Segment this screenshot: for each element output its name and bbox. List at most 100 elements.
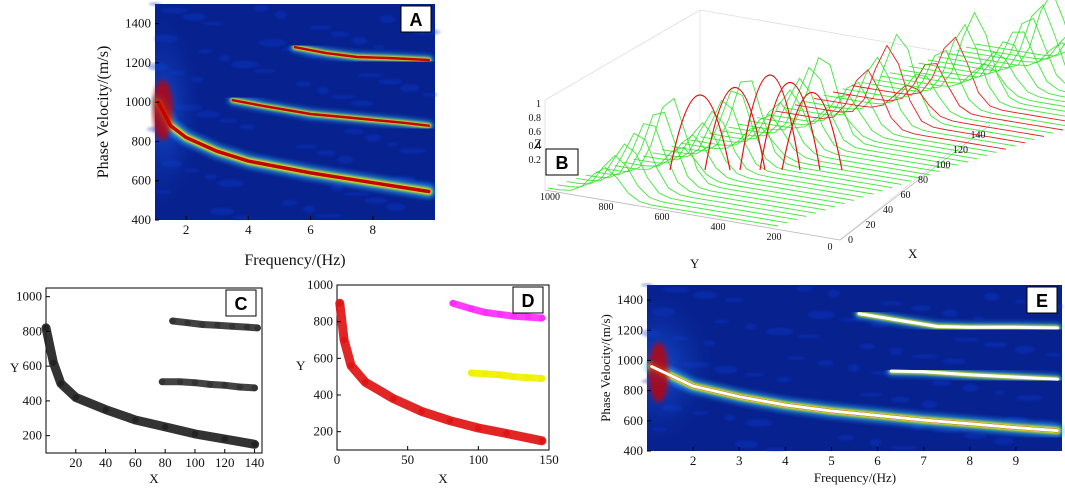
panel-b: 0.2 0.4 0.6 0.8 1 1000 800 600 400 200 0 0 20 40 60 8… (529, 0, 1065, 271)
heatmap-texture (817, 360, 834, 367)
x-tick-label: 4 (782, 453, 789, 468)
x-tick-label: 0 (334, 452, 341, 467)
data-point (191, 379, 199, 386)
heatmap-texture (879, 301, 904, 306)
data-point (446, 417, 454, 424)
heatmap-texture (890, 396, 911, 403)
data-point (221, 435, 228, 443)
surface-peak (759, 82, 821, 171)
data-point (50, 359, 57, 366)
heatmap-texture (258, 38, 287, 47)
data-point (390, 395, 397, 402)
surface-line (690, 114, 921, 179)
panel-e-y-ticks: 400 600 800 1000 1200 1400 (617, 292, 651, 458)
y-tick-label: 1000 (125, 94, 151, 109)
data-point (251, 384, 258, 392)
y-tick-label: 800 (23, 323, 43, 338)
y-tick-label: 600 (314, 350, 334, 365)
picked-curve (857, 312, 1059, 330)
data-point (206, 381, 214, 388)
heatmap-texture (364, 197, 389, 204)
surface-line (604, 97, 836, 208)
data-point (199, 321, 206, 328)
panel-c: 20 40 60 80 100 120 140 200 400 600 800 1000 X Y C (10, 287, 264, 486)
panel-c-label: C (235, 294, 248, 314)
data-point (169, 317, 176, 325)
heatmap-texture (378, 78, 403, 85)
data-point (510, 312, 517, 320)
x-tick-label: 120 (953, 145, 968, 156)
surface-line (908, 31, 1065, 93)
panel-c-x-ticks: 20 40 60 80 100 120 140 (69, 449, 264, 470)
panel-a-ridges (146, 2, 441, 220)
x-tick-label: 60 (129, 455, 142, 470)
panel-d-x-ticks: 0 50 100 150 (334, 446, 559, 467)
panel-c-points (41, 317, 261, 449)
panel-e-label: E (1036, 291, 1048, 311)
panel-d-label: D (522, 291, 535, 311)
surface-line (576, 132, 807, 217)
heatmap-texture (859, 392, 884, 397)
z-tick-label: 0.2 (529, 155, 542, 166)
x-tick-label: 4 (245, 222, 252, 237)
panel-d-points (335, 298, 547, 446)
heatmap-texture (379, 15, 396, 24)
surface-line (709, 89, 940, 173)
ridge-line (156, 100, 431, 194)
heatmap-texture (303, 205, 315, 214)
data-point (243, 323, 251, 331)
panel-label-box (512, 286, 544, 314)
data-point (132, 416, 139, 424)
z-tick-label: 1 (536, 99, 541, 110)
heatmap-texture (765, 327, 794, 336)
x-tick-label: 7 (920, 453, 927, 468)
heatmap-texture (983, 341, 1008, 348)
picked-curve (889, 369, 1059, 381)
heatmap-texture (952, 337, 981, 342)
y-tick-label: 400 (624, 443, 644, 458)
heatmap-texture (317, 86, 329, 95)
y-tick-label: 1400 (125, 16, 151, 31)
data-point (510, 373, 517, 380)
surface-line (718, 77, 950, 169)
x-tick-label: 2 (690, 453, 697, 468)
ridge-line (231, 98, 431, 127)
data-point (482, 370, 489, 378)
surface-line (775, 68, 1007, 150)
y-tick-label: 600 (655, 212, 670, 223)
y-tick-label: 1000 (307, 277, 333, 292)
heatmap-texture (941, 309, 958, 318)
data-point (336, 300, 344, 307)
heatmap-texture (931, 429, 960, 434)
heatmap-texture (807, 310, 836, 319)
heatmap-texture (342, 192, 371, 197)
y-tick-label: 200 (23, 428, 43, 443)
panel-e-x-label: Frequency/(Hz) (814, 470, 896, 485)
x-tick-label: 8 (370, 222, 377, 237)
heatmap-texture (869, 321, 890, 328)
heatmap-texture (252, 68, 277, 73)
y-tick-label: 800 (599, 202, 614, 213)
data-point (503, 430, 510, 437)
panel-a: 2 4 6 8 400 600 800 1000 1200 1400 Frequency/(Hz… (95, 2, 441, 269)
surface-line (661, 90, 893, 189)
heatmap-texture (343, 128, 364, 135)
heatmap-texture (385, 203, 406, 212)
surface-line (785, 56, 1016, 147)
surface-line (937, 0, 1065, 69)
data-point (496, 311, 503, 318)
heatmap-texture (275, 10, 287, 19)
heatmap-texture (993, 437, 1014, 446)
heatmap-texture (281, 199, 298, 206)
y-tick-label: 1000 (16, 289, 42, 304)
y-tick-label: 1400 (617, 292, 643, 307)
surface-peak (739, 74, 801, 171)
surface-line (975, 43, 1065, 57)
panel-c-x-label: X (149, 471, 159, 486)
data-point (72, 394, 79, 401)
heatmap-texture (838, 434, 855, 441)
surface-line (766, 81, 997, 153)
heatmap-texture (356, 73, 385, 78)
heatmap-texture (921, 400, 938, 409)
